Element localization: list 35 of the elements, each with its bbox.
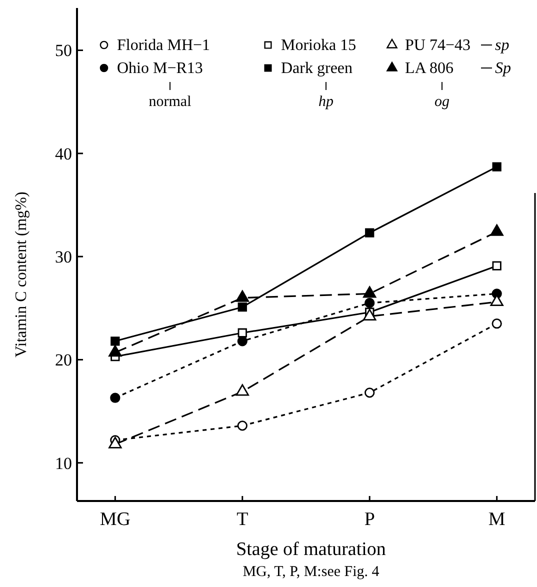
annotation: normal — [148, 94, 192, 110]
legend-label: Florida MH−1 — [117, 37, 210, 54]
y-tick-label: 20 — [55, 350, 72, 370]
point — [364, 298, 375, 308]
point — [365, 228, 374, 238]
x-axis-title: Stage of maturation — [236, 539, 386, 560]
legend-label: Dark green — [281, 60, 353, 77]
x-tick-label: P — [364, 509, 375, 530]
x-tick-label: M — [488, 509, 506, 530]
x-tick-label: T — [236, 509, 249, 530]
y-tick-label: 40 — [55, 144, 72, 164]
y-axis-title: Vitamin C content (mg%) — [13, 192, 30, 358]
y-tick-label: 50 — [55, 41, 72, 60]
annotation: Sp — [495, 60, 511, 77]
text: MG, T, P, M:see Fig. 4 — [242, 564, 380, 580]
point — [238, 328, 247, 338]
point — [237, 336, 248, 346]
x-tick-label: MG — [100, 509, 131, 530]
y-tick-label: 30 — [55, 248, 72, 267]
annotation: sp — [495, 37, 510, 54]
point — [237, 420, 248, 431]
annotation: og — [434, 94, 450, 110]
point — [364, 388, 375, 398]
y-tick-label: 10 — [55, 454, 72, 473]
legend-label: Morioka 15 — [281, 37, 356, 54]
point — [492, 318, 502, 329]
point — [238, 302, 247, 312]
point — [492, 261, 502, 270]
legend-label: LA 806 — [405, 60, 454, 77]
point — [110, 392, 120, 403]
legend-label: Ohio M−R13 — [117, 60, 203, 77]
point — [492, 162, 502, 172]
annotation: hp — [318, 94, 334, 110]
point — [110, 336, 120, 346]
legend-label: PU 74−43 — [405, 37, 470, 54]
